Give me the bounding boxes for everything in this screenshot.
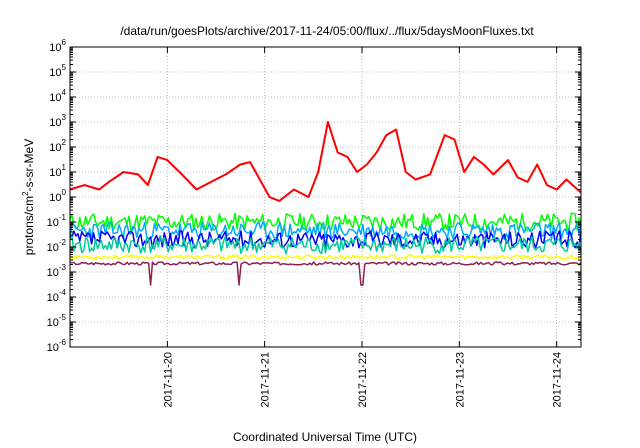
grid <box>70 47 581 347</box>
y-tick-label: 102 <box>49 138 66 154</box>
x-tick-label: 2017-11-24 <box>552 352 564 407</box>
x-tick-label: 2017-11-23 <box>454 352 466 407</box>
x-tick-label: 2017-11-22 <box>357 352 369 407</box>
y-tick-label: 10-5 <box>47 313 67 329</box>
x-tick-label: 2017-11-20 <box>162 352 174 407</box>
series-line-6 <box>69 261 582 286</box>
y-axis-label-main: protons/cm <box>22 196 36 255</box>
series-line-1 <box>69 212 582 232</box>
chart-title: /data/run/goesPlots/archive/2017-11-24/0… <box>120 24 534 38</box>
y-tick-label: 10-3 <box>47 263 67 279</box>
y-tick-label: 10-4 <box>47 288 67 304</box>
y-tick-label: 100 <box>49 188 66 204</box>
series-group <box>69 121 582 286</box>
y-tick-label: 10-2 <box>47 238 67 254</box>
y-tick-label: 106 <box>49 38 66 54</box>
series-line-0 <box>69 121 582 202</box>
x-axis-label: Coordinated Universal Time (UTC) <box>233 430 417 444</box>
y-ticks: 106 105 104 103 102 101 100 10-1 10-2 10-3 10-4 10-… <box>47 38 581 354</box>
y-tick-label: 10-6 <box>47 338 67 354</box>
y-axis-label: protons/cm2-s-sr-MeV <box>21 139 36 255</box>
y-tick-label: 104 <box>49 88 66 104</box>
y-axis-label-rest: -s-sr-MeV <box>22 139 36 192</box>
y-axis-label-superscript: 2 <box>21 191 30 196</box>
y-tick-label: 10-1 <box>47 213 67 229</box>
x-tick-label: 2017-11-21 <box>260 352 272 407</box>
series-line-5 <box>69 254 582 260</box>
y-tick-label: 103 <box>49 113 66 129</box>
series-line-4 <box>69 235 582 255</box>
series-line-2 <box>69 221 582 241</box>
y-tick-label: 105 <box>49 63 66 79</box>
y-tick-label: 101 <box>49 163 66 179</box>
x-ticks: 2017-11-20 2017-11-21 2017-11-22 2017-11-23… <box>162 47 564 407</box>
